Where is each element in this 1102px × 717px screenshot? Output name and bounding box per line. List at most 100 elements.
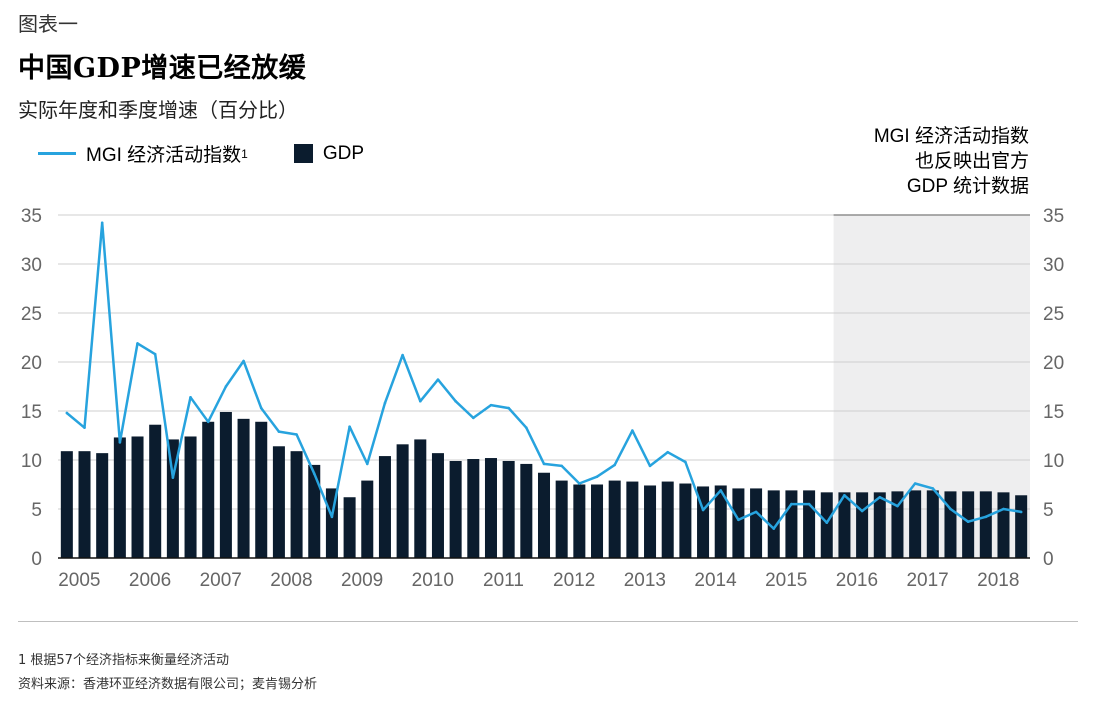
gdp-bar	[378, 456, 391, 558]
gdp-bar	[96, 453, 109, 558]
gdp-bar	[255, 421, 268, 558]
y-tick-label-right: 30	[1043, 255, 1064, 276]
gdp-bar	[149, 424, 162, 558]
mgi-index-point	[489, 403, 493, 407]
gdp-bar	[856, 492, 869, 558]
gdp-bar	[608, 480, 621, 558]
gdp-bar	[997, 492, 1010, 558]
mgi-index-point	[153, 352, 157, 356]
gdp-bar	[714, 485, 727, 558]
note-line-1: MGI 经济活动指数	[873, 126, 1029, 147]
gdp-bar	[431, 453, 444, 558]
mgi-index-point	[613, 463, 616, 467]
gdp-bar	[449, 460, 462, 558]
mgi-index-point	[312, 472, 316, 476]
mgi-index-point	[118, 441, 122, 444]
mgi-index-point	[595, 475, 599, 478]
y-tick-label-left: 5	[31, 500, 42, 521]
gdp-bar	[979, 491, 992, 558]
x-tick-label: 2010	[412, 570, 454, 591]
mgi-index-point	[984, 515, 988, 519]
gdp-bar	[679, 483, 692, 558]
gdp-bar	[891, 491, 904, 558]
gdp-bar	[290, 451, 303, 558]
mgi-index-point	[843, 493, 846, 497]
x-tick-label: 2008	[270, 570, 312, 591]
x-tick-label: 2014	[694, 570, 737, 591]
gdp-bar	[944, 491, 957, 558]
gdp-bar	[131, 436, 144, 558]
gdp-bar	[873, 492, 886, 558]
mgi-index-point	[295, 433, 298, 436]
gdp-bar	[732, 488, 745, 558]
legend-gdp-label: GDP	[322, 142, 365, 164]
note-line-2: 也反映出官方	[914, 151, 1029, 172]
gdp-bar	[591, 484, 604, 558]
gdp-bar	[537, 472, 551, 558]
gdp-bar	[272, 446, 285, 558]
gdp-bar	[60, 451, 73, 558]
gdp-bar	[184, 436, 197, 558]
y-tick-label-left: 0	[31, 549, 42, 570]
y-tick-label-right: 35	[1043, 206, 1064, 227]
mgi-index-point	[83, 426, 86, 429]
gdp-bar	[396, 444, 409, 558]
y-tick-label-right: 10	[1043, 451, 1064, 472]
y-tick-label-right: 15	[1043, 402, 1064, 423]
x-tick-label: 2015	[765, 570, 807, 591]
mgi-index-point	[401, 353, 404, 357]
gdp-bar	[926, 490, 939, 558]
gdp-bar	[661, 481, 674, 558]
mgi-index-point	[242, 359, 245, 363]
y-tick-label-left: 35	[21, 206, 42, 227]
gdp-bar	[555, 480, 568, 558]
gdp-bar	[785, 490, 798, 558]
gdp-bar	[78, 451, 91, 558]
x-tick-label: 2005	[58, 570, 100, 591]
y-tick-label-left: 10	[21, 451, 42, 472]
x-tick-label: 2011	[483, 570, 524, 591]
gdp-bar	[467, 459, 480, 558]
mgi-index-point	[949, 507, 952, 511]
y-tick-label-right: 25	[1043, 304, 1064, 325]
gdp-bar	[1015, 495, 1028, 558]
gdp-bar	[237, 418, 250, 558]
mgi-index-point	[631, 429, 634, 432]
mgi-index-point	[1002, 507, 1005, 511]
gdp-bar	[962, 491, 975, 558]
gdp-bar	[803, 490, 816, 558]
gdp-bar	[219, 411, 232, 558]
mgi-index-point	[418, 399, 422, 403]
footer-divider	[18, 621, 1078, 622]
chart-subtitle: 实际年度和季度增速（百分比）	[18, 98, 298, 122]
x-tick-label: 2007	[200, 570, 242, 591]
mgi-index-point	[878, 495, 882, 499]
y-tick-label-right: 20	[1043, 353, 1064, 374]
gdp-bar	[573, 484, 586, 558]
mgi-index-point	[277, 430, 281, 433]
x-tick-label: 2013	[624, 570, 666, 591]
mgi-index-point	[136, 342, 139, 345]
x-tick-label: 2018	[977, 570, 1019, 591]
y-tick-label-left: 25	[21, 304, 42, 325]
mgi-index-point	[737, 518, 740, 522]
mgi-index-point	[348, 425, 351, 428]
footnote: 1 根据57个经济指标来衡量经济活动	[18, 653, 229, 668]
gdp-bar	[202, 421, 215, 558]
shaded-region-note: MGI 经济活动指数 也反映出官方 GDP 统计数据	[874, 124, 1029, 199]
mgi-index-point	[206, 420, 210, 424]
legend-item-mgi: MGI 经济活动指数 1	[38, 140, 248, 167]
mgi-index-point	[224, 385, 228, 388]
chart-legend: MGI 经济活动指数 1 GDP	[38, 140, 410, 167]
legend-item-gdp: GDP	[293, 142, 365, 165]
mgi-index-point	[171, 476, 175, 479]
mgi-index-point	[966, 520, 970, 524]
legend-mgi-footnote-mark: 1	[241, 146, 248, 161]
mgi-index-point	[913, 482, 917, 485]
y-tick-label-right: 0	[1043, 549, 1054, 570]
mgi-index-point	[436, 378, 440, 381]
mgi-index-point	[931, 487, 935, 490]
y-tick-label-right: 5	[1043, 500, 1054, 521]
mgi-index-point	[825, 521, 829, 525]
mgi-index-point	[578, 482, 581, 485]
